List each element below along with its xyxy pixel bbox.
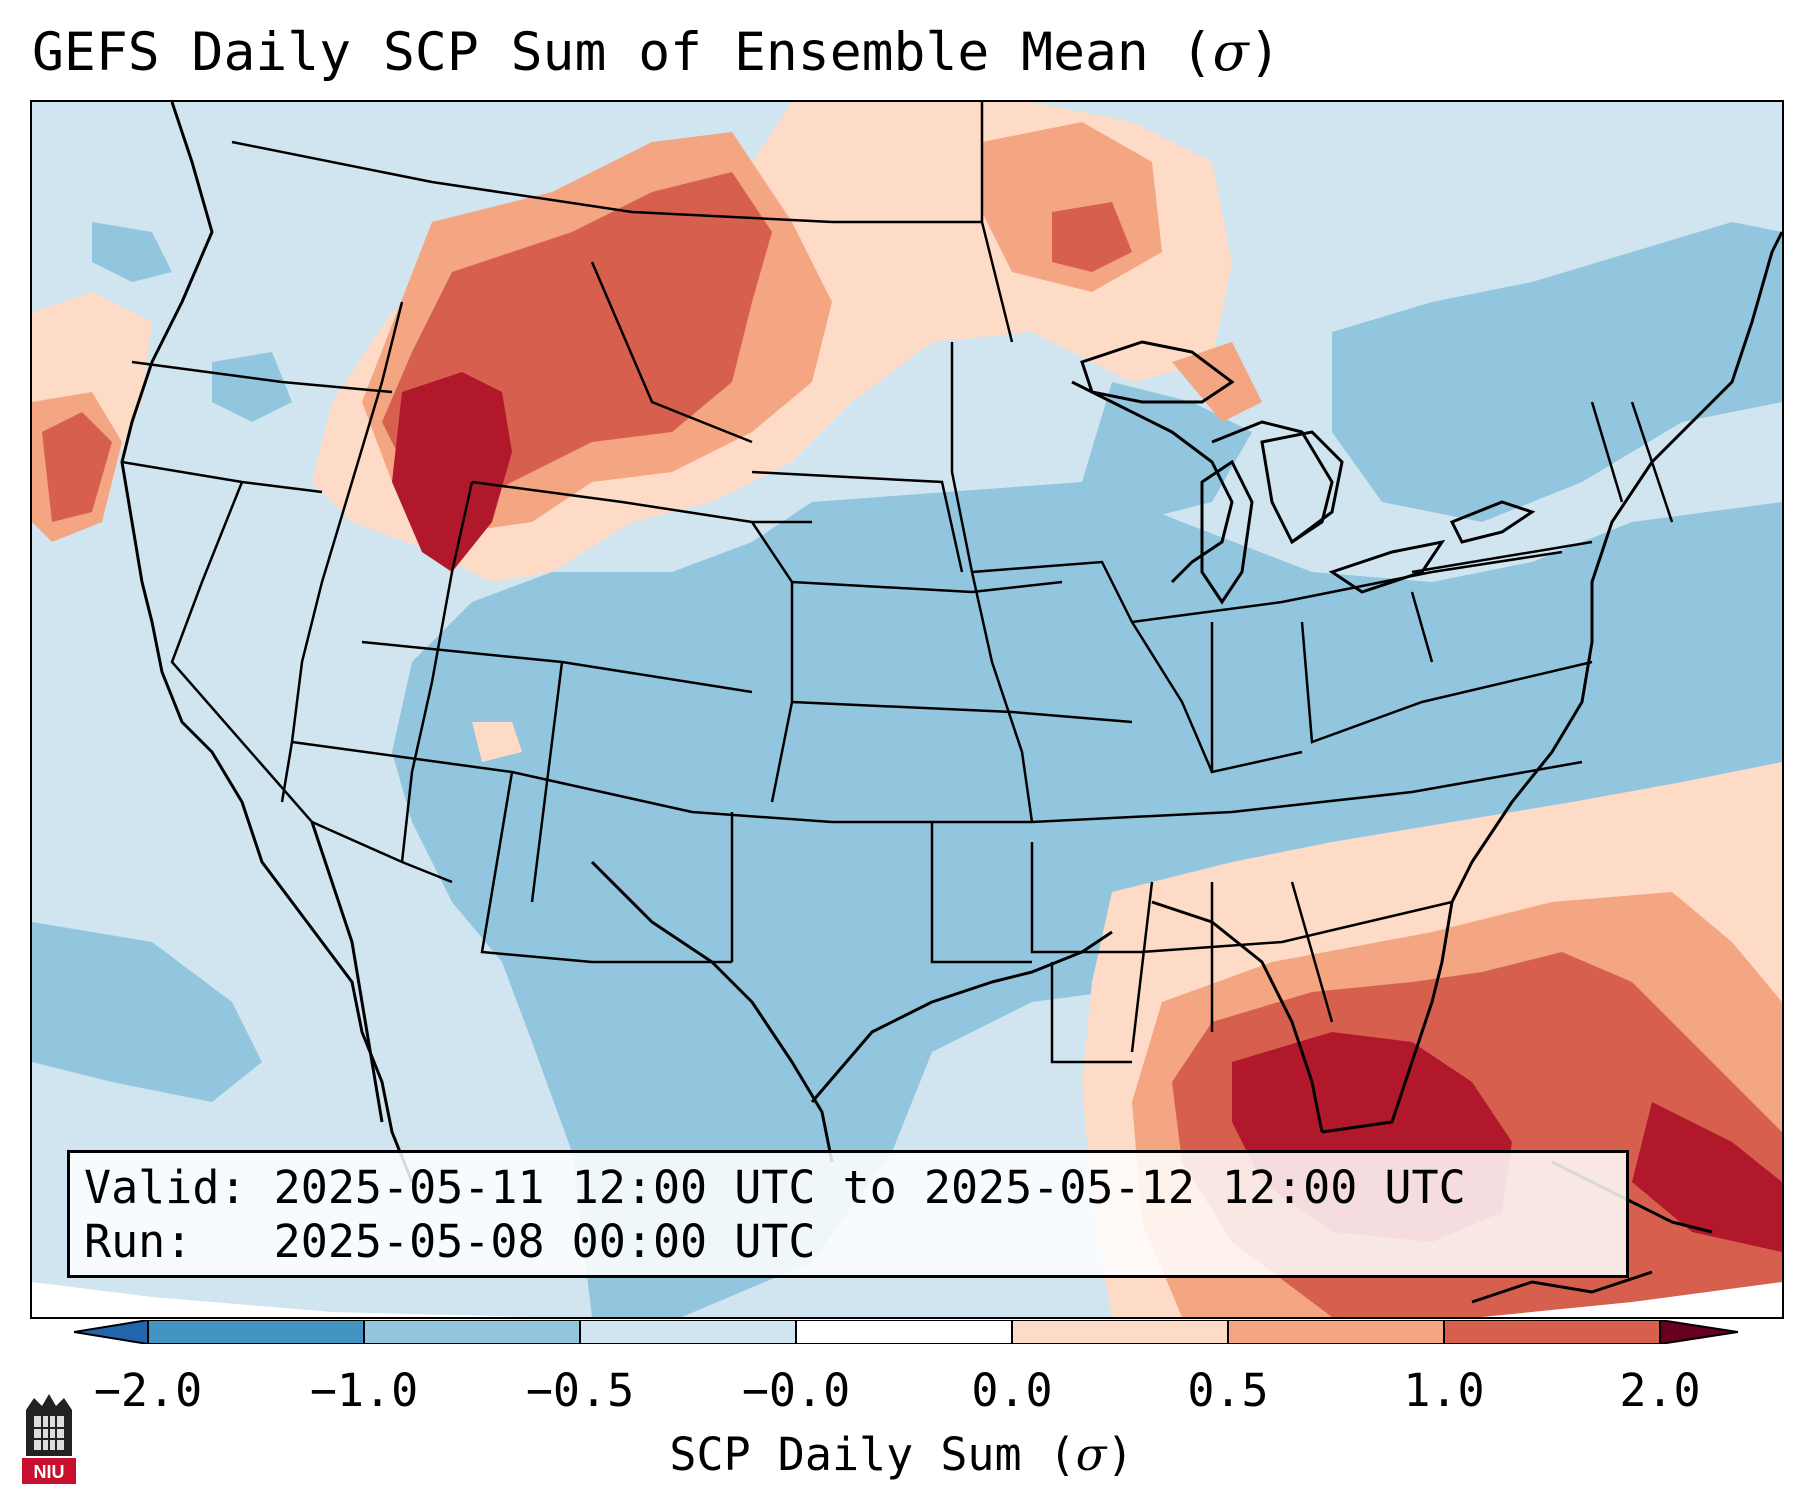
colorbar-label-close: ) — [1106, 1428, 1134, 1481]
colorbar-label-text: SCP Daily Sum ( — [669, 1428, 1076, 1481]
colorbar-segment — [1444, 1320, 1660, 1344]
colorbar-segment — [580, 1320, 796, 1344]
colorbar-ticks — [147, 1320, 1661, 1344]
colorbar-segment — [364, 1320, 580, 1344]
state-borders — [121, 102, 1674, 1064]
valid-time-text: Valid: 2025-05-11 12:00 UTC to 2025-05-1… — [84, 1161, 1466, 1214]
colorbar-segment — [796, 1320, 1012, 1344]
colorbar-tick-label: 0.5 — [1187, 1364, 1269, 1417]
scp-field-map — [32, 102, 1782, 1317]
projection-edge-right — [1482, 1282, 1782, 1317]
niu-logo-icon: NIU — [22, 1394, 76, 1484]
map-panel — [30, 100, 1784, 1319]
logo-text: NIU — [34, 1462, 65, 1482]
colorbar-tick-label: 1.0 — [1403, 1364, 1485, 1417]
coastlines — [120, 102, 1782, 1304]
colorbar-tick-label: 2.0 — [1619, 1364, 1701, 1417]
colorbar-tick-label: −0.0 — [741, 1364, 851, 1417]
colorbar-segment — [148, 1320, 364, 1344]
great-lakes — [1080, 340, 1536, 605]
colorbar-segment — [1012, 1320, 1228, 1344]
colorbar-tick-label: −0.5 — [525, 1364, 635, 1417]
colorbar-segment — [1228, 1320, 1444, 1344]
colorbar — [74, 1320, 1738, 1344]
title-text: GEFS Daily SCP Sum of Ensemble Mean ( — [32, 22, 1213, 83]
map-title: GEFS Daily SCP Sum of Ensemble Mean (σ) — [32, 22, 1281, 83]
colorbar-tick-label: −1.0 — [309, 1364, 419, 1417]
colorbar-tick-label: −2.0 — [93, 1364, 203, 1417]
valid-run-info-box: Valid: 2025-05-11 12:00 UTC to 2025-05-1… — [67, 1150, 1629, 1278]
run-time-text: Run: 2025-05-08 00:00 UTC — [84, 1215, 816, 1268]
projection-edge-left — [32, 1282, 532, 1317]
colorbar-tick-label: 0.0 — [971, 1364, 1053, 1417]
title-close: ) — [1248, 22, 1281, 83]
title-sigma: σ — [1212, 22, 1249, 83]
colorbar-label: SCP Daily Sum (σ) — [0, 1428, 1803, 1481]
colorbar-label-sigma: σ — [1075, 1428, 1107, 1481]
colorbar-under-extension — [74, 1320, 148, 1344]
colorbar-over-extension — [1660, 1320, 1738, 1344]
